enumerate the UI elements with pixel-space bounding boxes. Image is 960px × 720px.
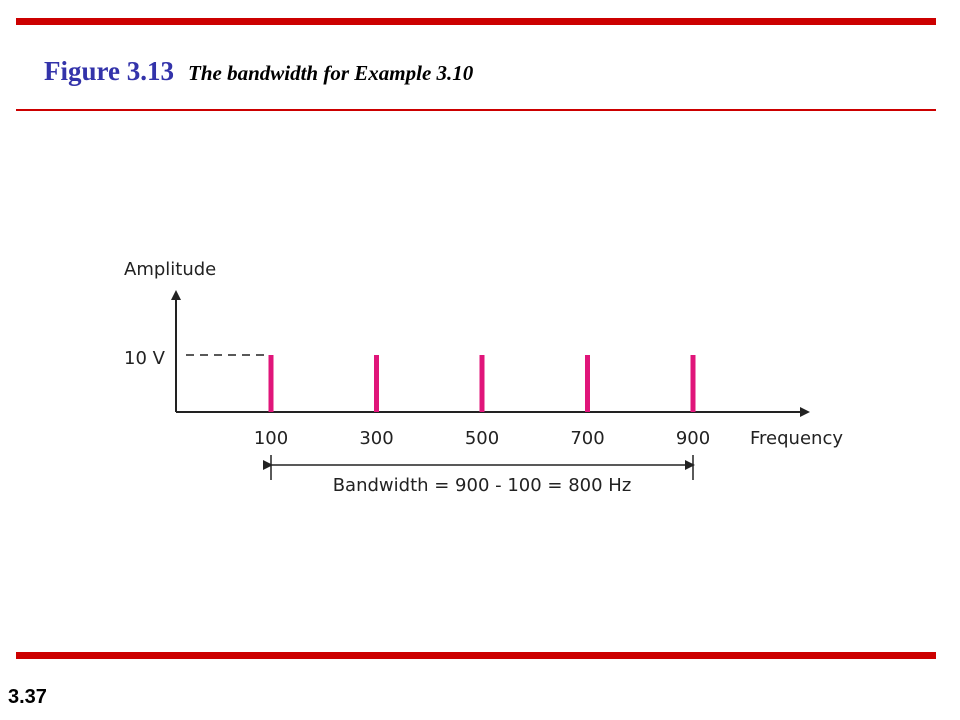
top-rule — [16, 18, 936, 25]
figure-title: Figure 3.13 The bandwidth for Example 3.… — [44, 56, 473, 87]
x-axis-label: Frequency — [750, 428, 843, 449]
x-tick-label-900: 900 — [676, 428, 710, 449]
figure-number: Figure 3.13 — [44, 56, 174, 86]
slide-number: 3.37 — [8, 686, 47, 708]
x-tick-label-700: 700 — [570, 428, 604, 449]
x-tick-label-100: 100 — [254, 428, 288, 449]
bandwidth-annotation: Bandwidth = 900 - 100 = 800 Hz — [333, 475, 632, 496]
x-tick-labels: 100 300 500 700 900 — [254, 428, 710, 449]
spectrum-spikes — [268, 355, 696, 412]
bottom-rule — [16, 652, 936, 659]
x-tick-label-500: 500 — [465, 428, 499, 449]
title-rule — [16, 109, 936, 111]
x-tick-label-300: 300 — [359, 428, 393, 449]
y-tick-label: 10 V — [124, 348, 166, 369]
figure-caption: The bandwidth for Example 3.10 — [188, 61, 474, 85]
y-axis-label: Amplitude — [124, 259, 216, 280]
